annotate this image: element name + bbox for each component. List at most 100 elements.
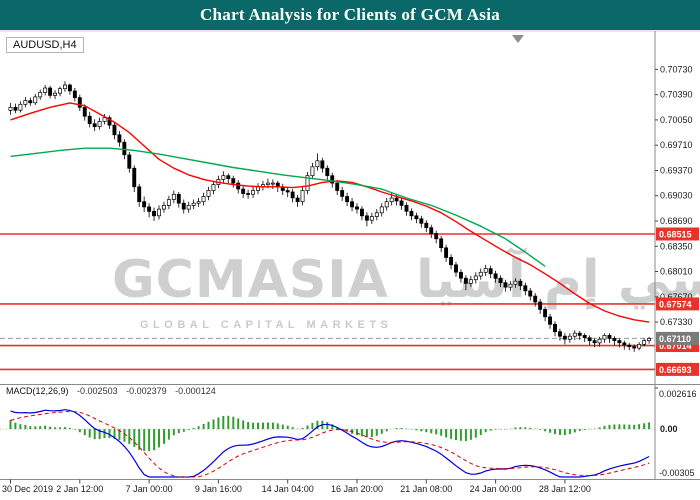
time-tick-label: 28 Jan 12:00 <box>539 484 591 494</box>
macd-max-label: 0.002616 <box>659 389 697 399</box>
price-tick-label: 0.69370 <box>660 165 693 175</box>
time-tick-label: 9 Jan 16:00 <box>195 484 242 494</box>
candle-body <box>355 206 359 210</box>
candle-body <box>211 184 216 191</box>
macd-zero-label: 0.00 <box>660 424 678 434</box>
candle-body <box>602 335 607 340</box>
macd-indicator-label: MACD(12,26,9) -0.002503 -0.002379 -0.000… <box>6 386 216 396</box>
candle-body <box>498 277 503 284</box>
candle-body <box>429 227 434 234</box>
candle-body <box>181 202 186 210</box>
candle-body <box>72 90 77 99</box>
macd-hist-value: -0.000124 <box>175 386 216 396</box>
candle-body <box>162 205 166 210</box>
candle-body <box>503 282 508 288</box>
candle-body <box>305 175 310 191</box>
candle-body <box>33 96 38 104</box>
candle-body <box>43 87 48 93</box>
candle-body <box>132 167 137 188</box>
candle-body <box>642 340 647 345</box>
candle-body <box>518 280 523 287</box>
candle-body <box>186 205 191 210</box>
candle-body <box>597 338 602 344</box>
candle-body <box>290 191 295 199</box>
macd-signal-value: -0.002379 <box>126 386 167 396</box>
macd-scale[interactable]: 0.002616 0.00 -0.00305 <box>655 387 697 478</box>
time-tick-label: 16 Jan 20:00 <box>331 484 383 494</box>
candle-body <box>241 188 246 194</box>
candle-body <box>53 92 58 96</box>
ma-fast-red-line[interactable] <box>10 102 650 323</box>
chart-shift-marker-icon[interactable] <box>512 35 524 43</box>
candle-body <box>171 193 176 200</box>
candle-body <box>572 332 577 337</box>
candle-body <box>632 346 637 349</box>
candle-body <box>379 206 384 214</box>
price-tick-label: 0.67330 <box>660 317 693 327</box>
price-tick-label: 0.67670 <box>660 292 693 302</box>
candle-body <box>483 268 488 273</box>
candle-body <box>577 332 582 336</box>
ma-slow-green-line[interactable] <box>10 147 546 267</box>
candle-body <box>48 87 53 96</box>
candle-body <box>226 175 231 180</box>
time-tick-label: 2 Jan 12:00 <box>56 484 103 494</box>
candle-body <box>369 216 374 221</box>
price-tick-label: 0.68690 <box>660 216 693 226</box>
candle-body <box>300 190 305 202</box>
candle-body <box>414 215 419 220</box>
time-tick-label: 14 Jan 04:00 <box>262 484 314 494</box>
candle-body <box>295 197 300 203</box>
candle-body <box>256 186 260 191</box>
candle-body <box>310 166 315 177</box>
time-tick-label: 7 Jan 00:00 <box>126 484 173 494</box>
candle-body <box>389 197 394 203</box>
candle-body <box>454 264 458 273</box>
candle-body <box>562 335 567 340</box>
candle-body <box>404 205 409 212</box>
candle-body <box>107 117 112 126</box>
candle-body <box>533 295 538 303</box>
macd-histogram <box>9 415 651 451</box>
candle-body <box>374 212 379 217</box>
time-scale[interactable]: 30 Dec 2019 2 Jan 12:00 7 Jan 00:00 9 Jan 1… <box>2 479 591 495</box>
macd-min-label: -0.00305 <box>659 468 695 478</box>
candle-body <box>647 338 652 341</box>
bid-price-box-label: 0.67110 <box>659 334 691 344</box>
candle-body <box>270 182 275 185</box>
price-scale[interactable]: 0.70730 0.70390 0.70050 0.69710 0.69370 0.690… <box>655 64 699 376</box>
candle-body <box>439 238 444 249</box>
candle-body <box>97 121 102 127</box>
candle-body <box>557 331 562 337</box>
candle-body <box>364 215 369 221</box>
candle-body <box>592 340 597 344</box>
candle-body <box>463 277 468 284</box>
candle-body <box>157 208 161 217</box>
candle-body <box>528 290 533 297</box>
candle-body <box>325 167 330 176</box>
level-price-box <box>656 362 699 376</box>
candle-body <box>8 106 13 111</box>
candle-body <box>345 196 350 203</box>
candle-body <box>166 199 171 206</box>
candle-body <box>251 190 255 195</box>
level-lines[interactable] <box>0 233 655 371</box>
candle-body <box>340 190 345 197</box>
candle-body <box>434 233 439 240</box>
price-tick-label: 0.70730 <box>660 64 693 74</box>
price-tick-label: 0.69710 <box>660 140 693 150</box>
macd-name: MACD(12,26,9) <box>6 386 69 396</box>
candle-body <box>409 210 414 217</box>
candle-body <box>607 335 612 339</box>
candle-body <box>147 206 152 212</box>
macd-main-value: -0.002503 <box>77 386 118 396</box>
candle-body <box>127 154 132 169</box>
candle-body <box>523 285 528 292</box>
candle-body <box>92 123 97 128</box>
candle-body <box>473 275 478 281</box>
candle-body <box>444 247 449 258</box>
candle-body <box>399 200 404 206</box>
candlesticks <box>8 81 652 352</box>
candle-body <box>627 344 632 347</box>
